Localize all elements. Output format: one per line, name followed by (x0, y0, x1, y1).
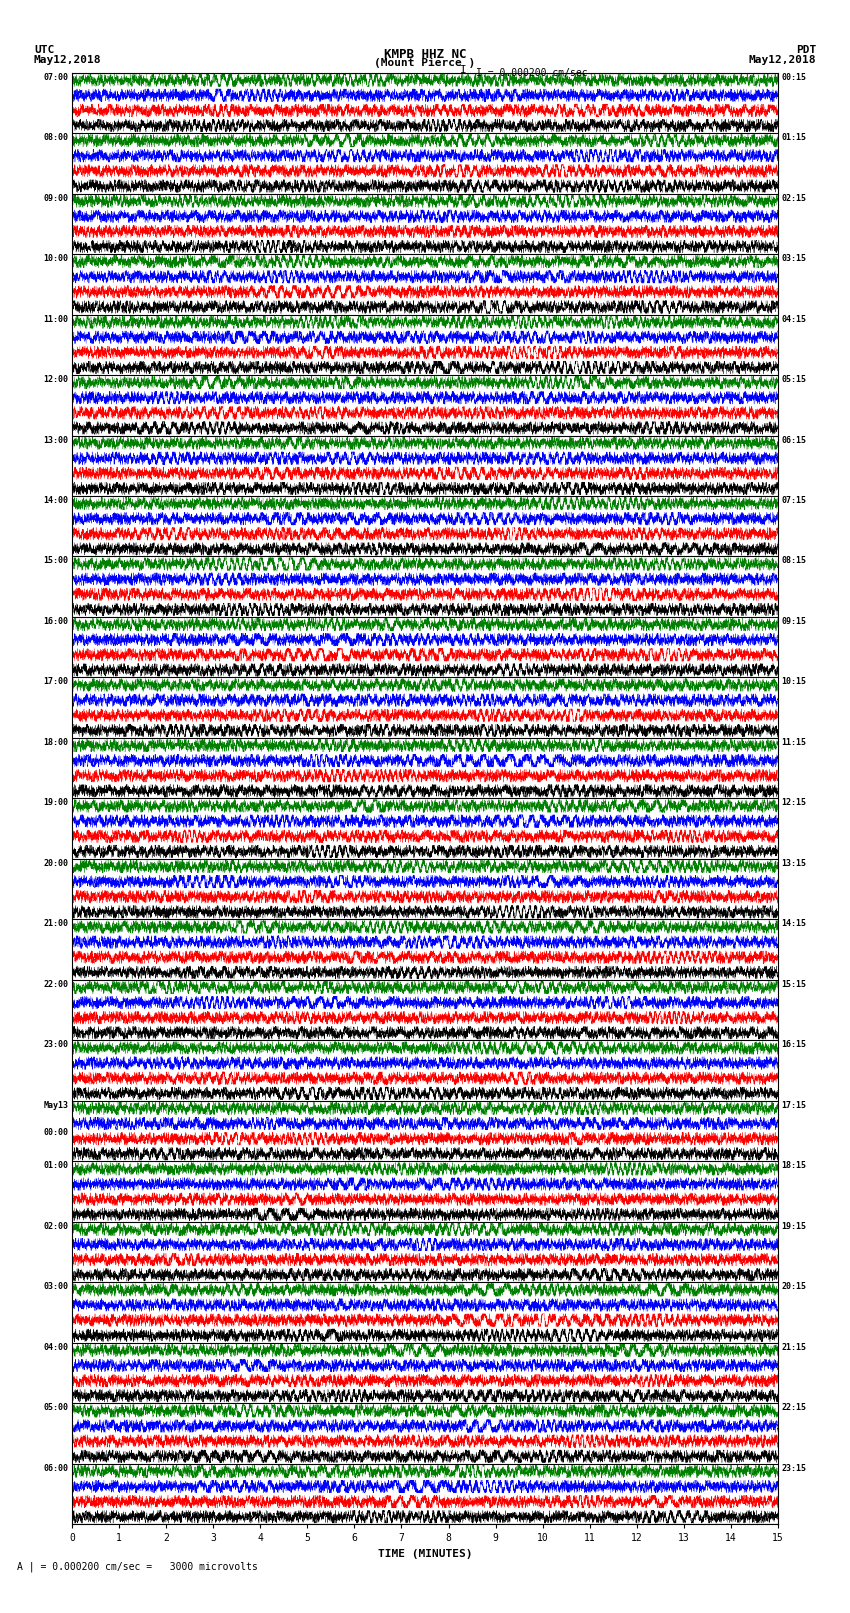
Text: 12:00: 12:00 (43, 376, 69, 384)
Text: 22:15: 22:15 (781, 1403, 807, 1413)
Text: I = 0.000200 cm/sec: I = 0.000200 cm/sec (476, 68, 587, 77)
Text: 18:00: 18:00 (43, 739, 69, 747)
Text: 06:00: 06:00 (43, 1465, 69, 1473)
Text: May12,2018: May12,2018 (34, 55, 101, 65)
Text: 13:00: 13:00 (43, 436, 69, 445)
Text: 20:00: 20:00 (43, 858, 69, 868)
Text: 03:15: 03:15 (781, 255, 807, 263)
Text: 23:15: 23:15 (781, 1465, 807, 1473)
Text: 08:15: 08:15 (781, 556, 807, 566)
Text: 07:00: 07:00 (43, 73, 69, 82)
Text: 15:00: 15:00 (43, 556, 69, 566)
Text: 10:00: 10:00 (43, 255, 69, 263)
Text: 20:15: 20:15 (781, 1282, 807, 1292)
Text: KMPB HHZ NC: KMPB HHZ NC (383, 48, 467, 61)
Text: May12,2018: May12,2018 (749, 55, 816, 65)
Text: 14:15: 14:15 (781, 919, 807, 929)
Text: 21:15: 21:15 (781, 1342, 807, 1352)
Text: May13: May13 (43, 1100, 69, 1110)
Text: 12:15: 12:15 (781, 798, 807, 808)
Text: 19:15: 19:15 (781, 1223, 807, 1231)
Text: 09:15: 09:15 (781, 618, 807, 626)
Text: 14:00: 14:00 (43, 497, 69, 505)
X-axis label: TIME (MINUTES): TIME (MINUTES) (377, 1548, 473, 1558)
Text: 19:00: 19:00 (43, 798, 69, 808)
Text: 17:00: 17:00 (43, 677, 69, 687)
Text: 05:15: 05:15 (781, 376, 807, 384)
Text: 18:15: 18:15 (781, 1161, 807, 1171)
Text: 16:00: 16:00 (43, 618, 69, 626)
Text: 07:15: 07:15 (781, 497, 807, 505)
Text: 03:00: 03:00 (43, 1282, 69, 1292)
Text: 01:15: 01:15 (781, 134, 807, 142)
Text: 00:00: 00:00 (43, 1127, 69, 1137)
Text: 23:00: 23:00 (43, 1040, 69, 1050)
Text: 09:00: 09:00 (43, 194, 69, 203)
Text: 04:15: 04:15 (781, 315, 807, 324)
Text: 04:00: 04:00 (43, 1342, 69, 1352)
Text: 11:00: 11:00 (43, 315, 69, 324)
Text: 21:00: 21:00 (43, 919, 69, 929)
Text: 00:15: 00:15 (781, 73, 807, 82)
Text: I: I (460, 65, 467, 74)
Text: 02:00: 02:00 (43, 1223, 69, 1231)
Text: 15:15: 15:15 (781, 979, 807, 989)
Text: 08:00: 08:00 (43, 134, 69, 142)
Text: 11:15: 11:15 (781, 739, 807, 747)
Text: 10:15: 10:15 (781, 677, 807, 687)
Text: 06:15: 06:15 (781, 436, 807, 445)
Text: UTC: UTC (34, 45, 54, 55)
Text: 13:15: 13:15 (781, 858, 807, 868)
Text: 05:00: 05:00 (43, 1403, 69, 1413)
Text: 01:00: 01:00 (43, 1161, 69, 1171)
Text: 02:15: 02:15 (781, 194, 807, 203)
Text: 17:15: 17:15 (781, 1100, 807, 1110)
Text: A | = 0.000200 cm/sec =   3000 microvolts: A | = 0.000200 cm/sec = 3000 microvolts (17, 1561, 258, 1573)
Text: 16:15: 16:15 (781, 1040, 807, 1050)
Text: (Mount Pierce ): (Mount Pierce ) (374, 58, 476, 68)
Text: PDT: PDT (796, 45, 816, 55)
Text: 22:00: 22:00 (43, 979, 69, 989)
